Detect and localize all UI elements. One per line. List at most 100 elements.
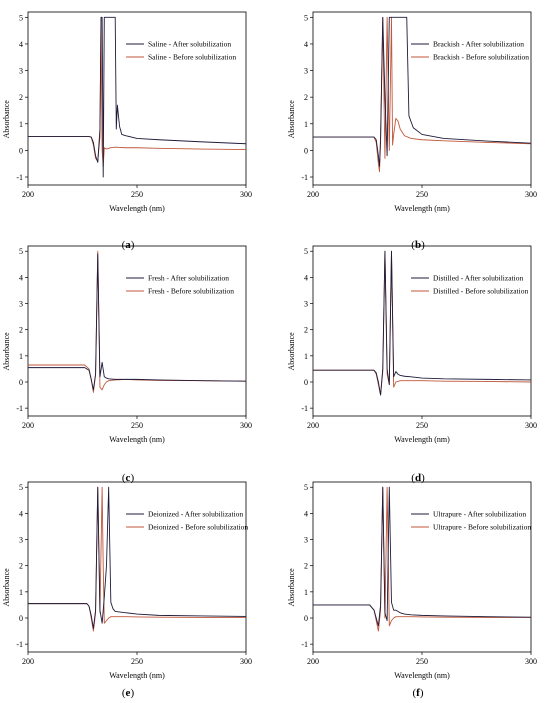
x-tick-label: 250 [416, 190, 428, 199]
panel-f: 200 250 300 -1 0 1 2 3 4 5 Wavelength (nm) Absorban… [287, 481, 537, 699]
plot-frame [312, 481, 532, 653]
series-line-after [28, 253, 246, 391]
x-axis-title: Wavelength (nm) [109, 435, 165, 444]
y-tick-label: -1 [16, 173, 23, 182]
y-tick-label: 2 [304, 93, 308, 102]
y-tick-label: 1 [19, 120, 23, 129]
x-tick-label: 200 [22, 190, 34, 199]
y-tick-label: 5 [19, 483, 23, 492]
y-axis-title: Absorbance [2, 100, 11, 139]
panel-label: (d) [411, 472, 425, 484]
y-tick-label: 5 [304, 483, 308, 492]
y-tick-label: 2 [304, 326, 308, 335]
panel-label: (e) [122, 687, 135, 699]
y-tick-label: 2 [19, 562, 23, 571]
y-tick-label: 3 [304, 300, 308, 309]
y-tick-label: 0 [304, 378, 308, 387]
y-tick-label: 0 [19, 378, 23, 387]
y-tick-label: 5 [19, 247, 23, 256]
series-line-after [313, 250, 531, 396]
x-tick-label: 250 [131, 657, 143, 666]
x-axis-title: Wavelength (nm) [394, 435, 450, 444]
panel-label: (a) [122, 239, 135, 251]
x-axis-title: Wavelength (nm) [109, 671, 165, 680]
x-axis-title: Wavelength (nm) [109, 204, 165, 213]
y-axis-title: Absorbance [287, 568, 296, 607]
y-tick-label: 4 [19, 273, 23, 282]
x-tick-label: 300 [240, 190, 252, 199]
y-tick-label: 4 [304, 509, 308, 518]
y-tick-label: 2 [19, 326, 23, 335]
y-tick-label: 1 [304, 120, 308, 129]
panel-b: 200 250 300 -1 0 1 2 3 4 5 Wavelength (nm) Absorban… [287, 11, 537, 251]
x-tick-label: 250 [416, 421, 428, 430]
x-tick-label: 200 [22, 421, 34, 430]
y-tick-label: 4 [19, 40, 23, 49]
y-tick-label: 4 [304, 40, 308, 49]
y-tick-label: -1 [301, 404, 308, 413]
y-tick-label: 3 [304, 67, 308, 76]
legend-label: Distilled - Before solubilization [433, 287, 528, 296]
y-tick-label: 1 [304, 352, 308, 361]
plot-frame [27, 481, 247, 653]
x-axis-title: Wavelength (nm) [394, 671, 450, 680]
legend-label: Distilled - After solubilization [433, 274, 523, 283]
y-tick-label: 3 [19, 300, 23, 309]
series-line-after [313, 486, 531, 627]
series-line-after [28, 486, 246, 629]
y-tick-label: 2 [304, 562, 308, 571]
y-axis-title: Absorbance [287, 332, 296, 371]
panel-a: 200 250 300 -1 0 1 2 3 4 5 Wavelength (nm) Absorban… [2, 11, 252, 251]
series-line-after [28, 16, 246, 178]
legend-label: Ultrapure - Before solubilization [433, 523, 531, 532]
y-tick-label: -1 [301, 173, 308, 182]
x-tick-label: 300 [525, 190, 537, 199]
x-tick-label: 200 [307, 421, 319, 430]
y-tick-label: -1 [16, 404, 23, 413]
plot-frame [312, 11, 532, 186]
x-tick-label: 200 [22, 657, 34, 666]
plot-frame [27, 11, 247, 186]
x-tick-label: 300 [240, 657, 252, 666]
legend-label: Deionized - After solubilization [148, 510, 243, 519]
legend-label: Deionized - Before solubilization [148, 523, 248, 532]
y-tick-label: 1 [304, 588, 308, 597]
legend-label: Saline - After solubilization [148, 40, 231, 49]
x-tick-label: 200 [307, 190, 319, 199]
legend-label: Ultrapure - After solubilization [433, 510, 526, 519]
x-tick-label: 300 [525, 657, 537, 666]
legend-label: Brackish - After solubilization [433, 40, 524, 49]
series-line-before [28, 250, 246, 393]
y-tick-label: 4 [19, 509, 23, 518]
y-tick-label: 1 [19, 352, 23, 361]
y-tick-label: 0 [19, 146, 23, 155]
y-tick-label: 3 [304, 536, 308, 545]
y-tick-label: 0 [19, 614, 23, 623]
x-tick-label: 250 [131, 190, 143, 199]
y-tick-label: 0 [304, 146, 308, 155]
panel-label: (b) [411, 239, 425, 251]
y-tick-label: 0 [304, 614, 308, 623]
x-tick-label: 250 [131, 421, 143, 430]
y-tick-label: 1 [19, 588, 23, 597]
legend-label: Fresh - Before solubilization [148, 287, 234, 296]
plot-frame [312, 245, 532, 417]
series-line-before [313, 486, 531, 632]
y-axis-title: Absorbance [2, 332, 11, 371]
x-tick-label: 250 [416, 657, 428, 666]
x-tick-label: 200 [307, 657, 319, 666]
panel-label: (c) [122, 472, 135, 484]
legend-label: Brackish - Before solubilization [433, 53, 529, 62]
y-tick-label: 5 [19, 13, 23, 22]
panel-label: (f) [412, 687, 423, 699]
y-tick-label: -1 [16, 640, 23, 649]
x-axis-title: Wavelength (nm) [394, 204, 450, 213]
y-tick-label: 3 [19, 536, 23, 545]
series-line-before [313, 16, 531, 173]
y-tick-label: 3 [19, 67, 23, 76]
y-tick-label: 5 [304, 247, 308, 256]
x-tick-label: 300 [240, 421, 252, 430]
y-axis-title: Absorbance [287, 100, 296, 139]
legend-label: Saline - Before solubilization [148, 53, 236, 62]
